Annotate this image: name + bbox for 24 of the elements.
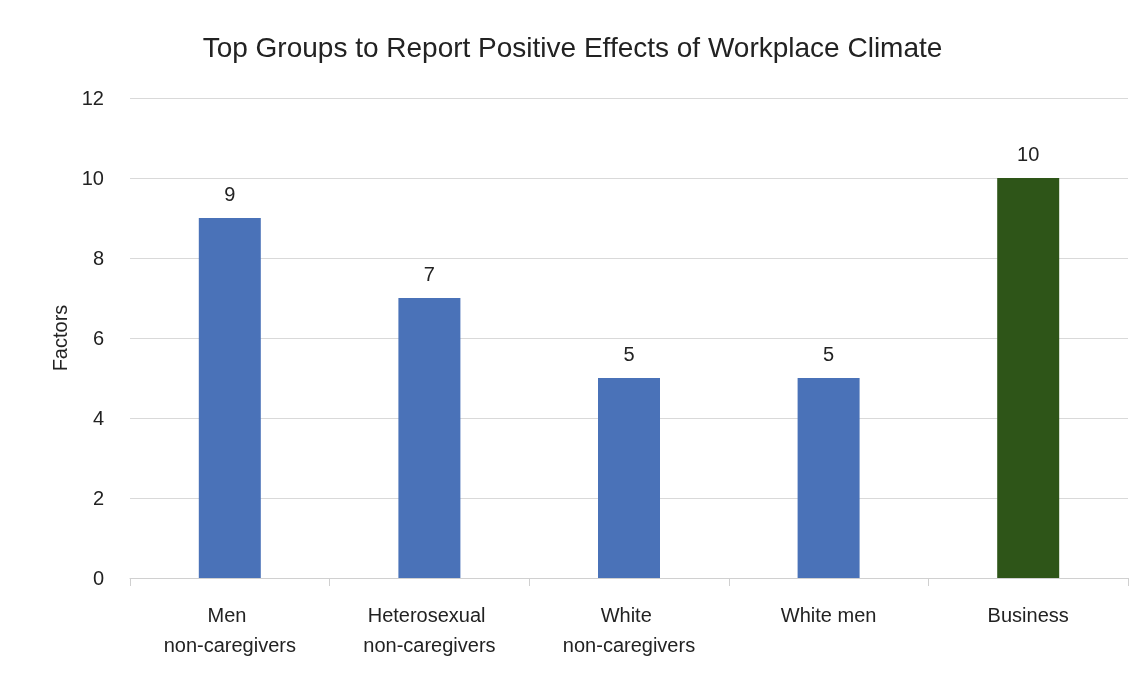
bar [198,218,261,578]
y-tick-label: 8 [92,247,104,269]
x-tick-label: Business [987,604,1069,626]
bar [797,378,860,578]
data-label: 5 [623,343,635,365]
data-label: 9 [224,183,236,205]
x-tick-label: Heterosexual non-caregivers [363,604,496,656]
x-tick-label: White non-caregivers [562,604,696,656]
y-tick-label: 4 [92,407,104,429]
bar [598,378,660,578]
chart-title: Top Groups to Report Positive Effects of Workplace Climate [202,31,943,63]
x-tick-label: Men non-caregivers [163,604,296,656]
y-tick-label: 10 [81,167,104,189]
y-axis-title: Factors [49,304,71,372]
y-tick-label: 12 [81,87,104,109]
y-tick-label: 2 [92,487,104,509]
data-label: 7 [423,263,435,285]
data-label: 5 [823,343,835,365]
data-label: 10 [1017,143,1040,165]
bar [398,298,461,578]
y-tick-label: 0 [92,567,104,589]
y-tick-label: 6 [92,327,104,349]
x-tick-label: White men [780,604,877,626]
bar [997,178,1060,578]
